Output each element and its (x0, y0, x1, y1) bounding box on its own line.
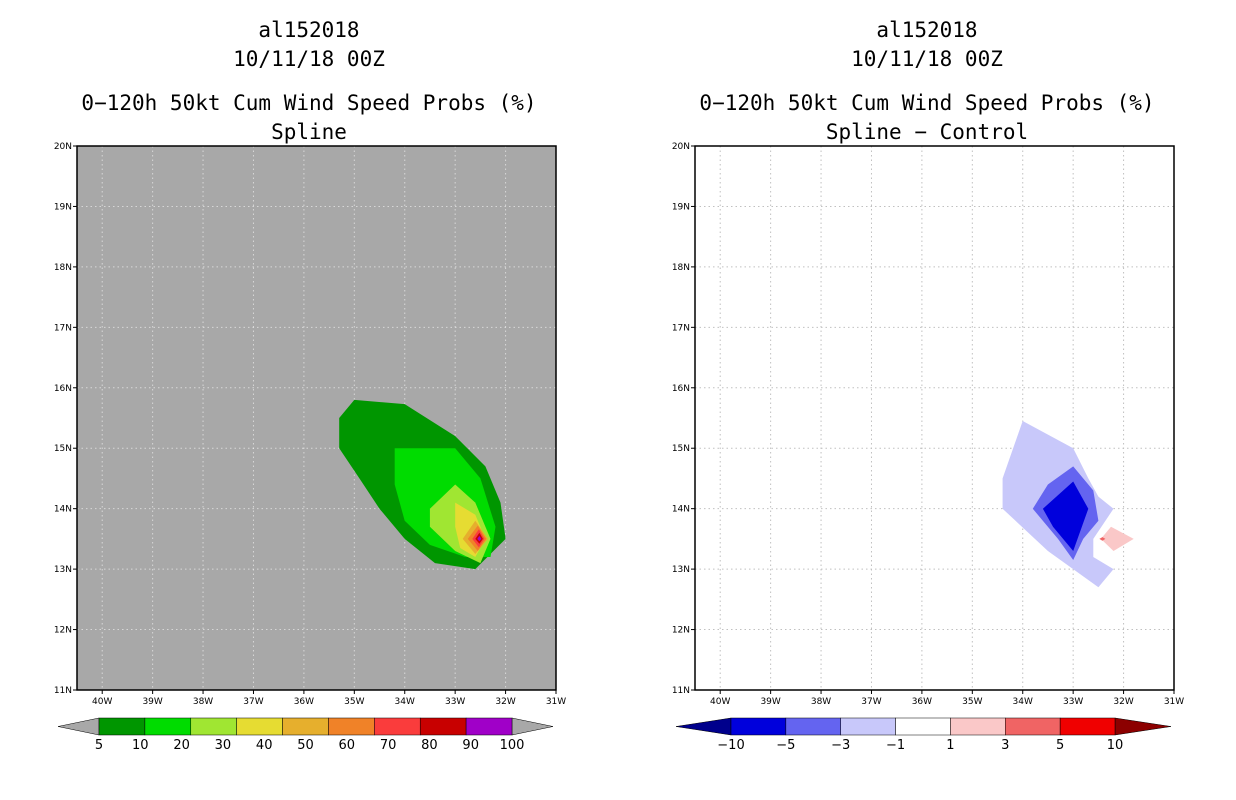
y-tick-label: 14N (672, 505, 690, 515)
colorbar-swatch (950, 717, 1006, 736)
colorbar-swatch (730, 717, 787, 736)
contour-region (1042, 481, 1089, 551)
colorbar-swatch (840, 717, 896, 736)
colorbar-swatch (282, 717, 329, 736)
colorbar-label: 100 (500, 738, 525, 753)
contour-region (1100, 526, 1134, 551)
x-tick-label: 40W (92, 697, 112, 707)
x-tick-label: 33W (445, 697, 465, 707)
colorbar-swatch (465, 717, 513, 736)
colorbar-label: −3 (831, 738, 850, 753)
colorbar-label: 1 (946, 738, 954, 753)
method-subtitle: Spline (271, 120, 347, 144)
colorbar-over-arrow (511, 717, 554, 736)
y-tick-label: 11N (54, 686, 72, 696)
x-tick-label: 39W (142, 697, 162, 707)
contour-region (1099, 537, 1106, 541)
colorbar-label: −10 (717, 738, 744, 753)
date-title: 10/11/18 00Z (851, 47, 1003, 71)
x-tick-label: 34W (1013, 697, 1033, 707)
colorbar-label: −5 (776, 738, 795, 753)
x-tick-label: 38W (193, 697, 213, 707)
x-tick-label: 33W (1063, 697, 1083, 707)
colorbar-swatch (236, 717, 283, 736)
colorbar-swatch (144, 717, 192, 736)
x-tick-label: 35W (962, 697, 982, 707)
colorbar-label: 50 (297, 738, 314, 753)
x-tick-label: 36W (294, 697, 314, 707)
date-title: 10/11/18 00Z (233, 47, 385, 71)
y-tick-label: 19N (54, 202, 72, 212)
y-tick-label: 20N (672, 142, 690, 152)
colorbar-swatch (1005, 717, 1061, 736)
x-tick-label: 40W (710, 697, 730, 707)
colorbar-label: 80 (421, 738, 438, 753)
colorbar-swatch (895, 717, 951, 736)
colorbar-swatch (419, 717, 467, 736)
colorbar-label: 90 (462, 738, 479, 753)
colorbar-swatch (328, 717, 375, 736)
contour-region (477, 535, 482, 542)
plot-background (77, 146, 556, 690)
y-tick-label: 16N (672, 384, 690, 394)
colorbar-label: 10 (1107, 738, 1124, 753)
y-tick-label: 15N (672, 444, 690, 454)
x-tick-label: 36W (912, 697, 932, 707)
colorbar-label: 30 (215, 738, 232, 753)
y-tick-label: 14N (54, 505, 72, 515)
y-tick-label: 17N (672, 323, 690, 333)
colorbar-swatch (98, 717, 146, 736)
right-panel: al152018 10/11/18 00Z 0−120h 50kt Cum Wi… (618, 0, 1236, 800)
y-tick-label: 13N (672, 565, 690, 575)
y-tick-label: 13N (54, 565, 72, 575)
y-tick-label: 12N (54, 626, 72, 636)
y-tick-label: 18N (672, 263, 690, 273)
product-title: 0−120h 50kt Cum Wind Speed Probs (%) (81, 91, 537, 115)
y-tick-label: 16N (54, 384, 72, 394)
x-tick-label: 31W (1164, 697, 1184, 707)
x-tick-label: 39W (760, 697, 780, 707)
left-panel: al152018 10/11/18 00Z 0−120h 50kt Cum Wi… (54, 18, 566, 753)
x-tick-label: 37W (861, 697, 881, 707)
method-subtitle: Spline − Control (825, 120, 1029, 144)
colorbar-swatch (1059, 717, 1116, 736)
colorbar-under-arrow (57, 717, 100, 736)
colorbar-under-arrow (675, 717, 732, 736)
x-tick-label: 31W (546, 697, 566, 707)
x-tick-label: 37W (243, 697, 263, 707)
plot-frame (694, 145, 1175, 691)
colorbar-label: 5 (95, 738, 103, 753)
x-tick-label: 34W (395, 697, 415, 707)
y-tick-label: 20N (54, 142, 72, 152)
colorbar-swatch (190, 717, 237, 736)
plot-background (695, 146, 1174, 690)
colorbar-label: 40 (256, 738, 273, 753)
y-tick-label: 15N (54, 444, 72, 454)
storm-id-title: al152018 (876, 18, 978, 42)
y-tick-label: 12N (672, 626, 690, 636)
y-tick-label: 19N (672, 202, 690, 212)
colorbar-label: 10 (132, 738, 149, 753)
colorbar-swatch (374, 717, 421, 736)
colorbar-label: 70 (380, 738, 397, 753)
storm-id-title: al152018 (258, 18, 360, 42)
colorbar-over-arrow (1114, 717, 1172, 736)
colorbar-label: 60 (339, 738, 356, 753)
x-tick-label: 38W (811, 697, 831, 707)
y-tick-label: 17N (54, 323, 72, 333)
x-tick-label: 32W (1113, 697, 1133, 707)
difference-map-chart: 11N 12N 13N 14N 15N 16N 17N 18N 19N 20N 40W 39W 38W 3… (672, 142, 1184, 753)
probability-map-chart: 11N 12N 13N 14N 15N 16N 17N 18N 19N 20N 40W 39W 38W 3… (54, 142, 566, 753)
colorbar-label: −1 (886, 738, 905, 753)
product-title: 0−120h 50kt Cum Wind Speed Probs (%) (699, 91, 1155, 115)
y-tick-label: 11N (672, 686, 690, 696)
colorbar-label: 3 (1001, 738, 1009, 753)
colorbar-label: 20 (173, 738, 190, 753)
plot-frame (76, 145, 557, 691)
colorbar-label: 5 (1056, 738, 1064, 753)
x-tick-label: 35W (344, 697, 364, 707)
y-tick-label: 18N (54, 263, 72, 273)
colorbar-swatch (785, 717, 841, 736)
x-tick-label: 32W (495, 697, 515, 707)
